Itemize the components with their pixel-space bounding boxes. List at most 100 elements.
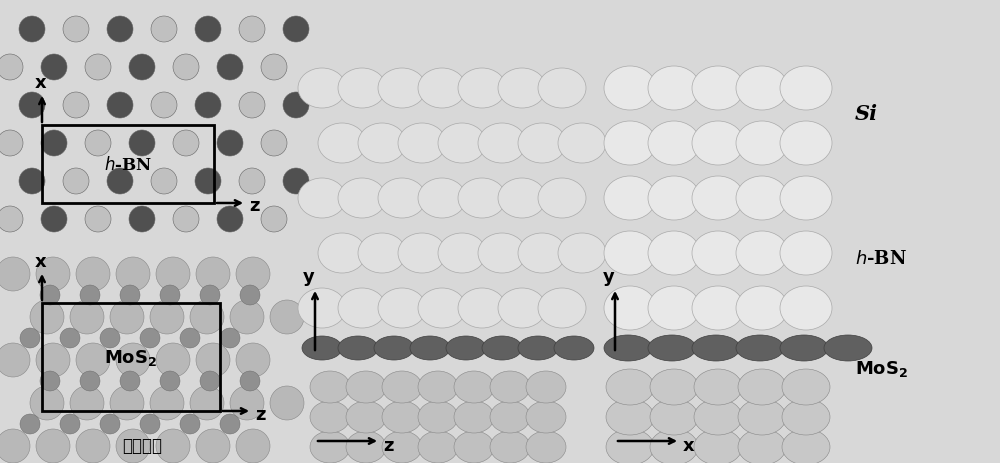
Circle shape bbox=[129, 131, 155, 156]
Circle shape bbox=[180, 328, 200, 348]
Bar bbox=[42, 303, 220, 411]
Circle shape bbox=[0, 206, 23, 232]
Ellipse shape bbox=[418, 431, 458, 463]
Ellipse shape bbox=[310, 401, 350, 433]
Ellipse shape bbox=[736, 335, 784, 361]
Ellipse shape bbox=[604, 67, 656, 111]
Circle shape bbox=[80, 285, 100, 305]
Circle shape bbox=[261, 131, 287, 156]
Ellipse shape bbox=[310, 371, 350, 403]
Circle shape bbox=[116, 343, 150, 377]
Ellipse shape bbox=[780, 176, 832, 220]
Ellipse shape bbox=[554, 336, 594, 360]
Circle shape bbox=[70, 386, 104, 420]
Ellipse shape bbox=[692, 287, 744, 330]
Ellipse shape bbox=[378, 288, 426, 328]
Circle shape bbox=[85, 206, 111, 232]
Circle shape bbox=[160, 285, 180, 305]
Ellipse shape bbox=[498, 69, 546, 109]
Circle shape bbox=[220, 328, 240, 348]
Ellipse shape bbox=[526, 401, 566, 433]
Ellipse shape bbox=[446, 336, 486, 360]
Ellipse shape bbox=[338, 336, 378, 360]
Text: z: z bbox=[255, 405, 266, 423]
Ellipse shape bbox=[538, 179, 586, 219]
Ellipse shape bbox=[302, 336, 342, 360]
Text: x: x bbox=[35, 252, 47, 270]
Ellipse shape bbox=[418, 371, 458, 403]
Ellipse shape bbox=[780, 67, 832, 111]
Circle shape bbox=[239, 17, 265, 43]
Circle shape bbox=[239, 169, 265, 194]
Ellipse shape bbox=[458, 288, 506, 328]
Circle shape bbox=[116, 257, 150, 291]
Text: $h$-BN: $h$-BN bbox=[104, 156, 152, 174]
Ellipse shape bbox=[382, 371, 422, 403]
Circle shape bbox=[151, 169, 177, 194]
Ellipse shape bbox=[692, 122, 744, 166]
Circle shape bbox=[151, 93, 177, 119]
Circle shape bbox=[236, 429, 270, 463]
Ellipse shape bbox=[736, 287, 788, 330]
Circle shape bbox=[85, 131, 111, 156]
Circle shape bbox=[110, 300, 144, 334]
Text: $\mathbf{MoS_2}$: $\mathbf{MoS_2}$ bbox=[855, 358, 908, 378]
Circle shape bbox=[63, 93, 89, 119]
Circle shape bbox=[160, 371, 180, 391]
Text: y: y bbox=[303, 268, 315, 285]
Circle shape bbox=[283, 169, 309, 194]
Circle shape bbox=[41, 131, 67, 156]
Circle shape bbox=[230, 300, 264, 334]
Ellipse shape bbox=[604, 232, 656, 275]
Ellipse shape bbox=[318, 233, 366, 274]
Circle shape bbox=[217, 206, 243, 232]
Circle shape bbox=[40, 371, 60, 391]
Ellipse shape bbox=[526, 431, 566, 463]
Ellipse shape bbox=[438, 233, 486, 274]
Circle shape bbox=[0, 257, 30, 291]
Circle shape bbox=[110, 386, 144, 420]
Circle shape bbox=[195, 93, 221, 119]
Circle shape bbox=[107, 169, 133, 194]
Ellipse shape bbox=[538, 288, 586, 328]
Text: x: x bbox=[35, 74, 47, 92]
Ellipse shape bbox=[482, 336, 522, 360]
Ellipse shape bbox=[298, 69, 346, 109]
Circle shape bbox=[76, 429, 110, 463]
Circle shape bbox=[100, 328, 120, 348]
Circle shape bbox=[100, 414, 120, 434]
Ellipse shape bbox=[398, 124, 446, 163]
Ellipse shape bbox=[692, 232, 744, 275]
Ellipse shape bbox=[736, 232, 788, 275]
Circle shape bbox=[173, 55, 199, 81]
Ellipse shape bbox=[692, 335, 740, 361]
Circle shape bbox=[36, 429, 70, 463]
Ellipse shape bbox=[738, 429, 786, 463]
Ellipse shape bbox=[346, 431, 386, 463]
Circle shape bbox=[239, 93, 265, 119]
Circle shape bbox=[196, 257, 230, 291]
Circle shape bbox=[20, 328, 40, 348]
Circle shape bbox=[200, 371, 220, 391]
Ellipse shape bbox=[780, 232, 832, 275]
Circle shape bbox=[0, 131, 23, 156]
Ellipse shape bbox=[454, 371, 494, 403]
Ellipse shape bbox=[454, 431, 494, 463]
Circle shape bbox=[40, 285, 60, 305]
Circle shape bbox=[230, 386, 264, 420]
Circle shape bbox=[180, 414, 200, 434]
Circle shape bbox=[150, 386, 184, 420]
Circle shape bbox=[19, 93, 45, 119]
Ellipse shape bbox=[648, 67, 700, 111]
Ellipse shape bbox=[490, 371, 530, 403]
Ellipse shape bbox=[490, 401, 530, 433]
Ellipse shape bbox=[736, 122, 788, 166]
Circle shape bbox=[63, 169, 89, 194]
Circle shape bbox=[156, 343, 190, 377]
Ellipse shape bbox=[374, 336, 414, 360]
Circle shape bbox=[240, 285, 260, 305]
Ellipse shape bbox=[418, 401, 458, 433]
Text: 单位晶格: 单位晶格 bbox=[122, 436, 162, 454]
Ellipse shape bbox=[526, 371, 566, 403]
Circle shape bbox=[236, 343, 270, 377]
